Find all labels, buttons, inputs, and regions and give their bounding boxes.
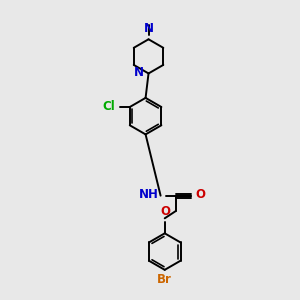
Text: O: O — [195, 188, 205, 201]
Text: NH: NH — [139, 188, 159, 201]
Text: N: N — [143, 22, 154, 35]
Text: O: O — [160, 205, 170, 218]
Text: N: N — [134, 66, 144, 80]
Text: Br: Br — [157, 273, 172, 286]
Text: Cl: Cl — [102, 100, 115, 112]
